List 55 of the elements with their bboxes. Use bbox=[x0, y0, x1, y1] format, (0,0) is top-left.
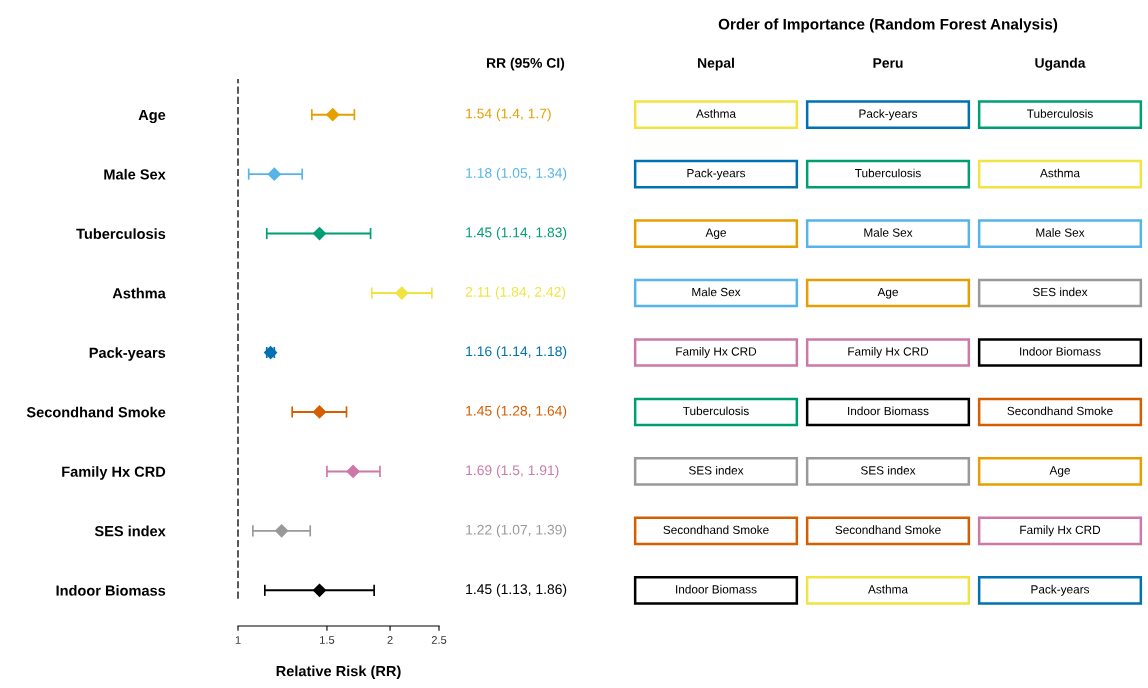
text: Secondhand Smoke bbox=[835, 525, 941, 535]
y-tick-label: Family Hx CRD bbox=[62, 466, 166, 480]
text: Age bbox=[705, 228, 726, 240]
text: SES index bbox=[860, 465, 916, 475]
x-tick-label: 2 bbox=[387, 636, 393, 644]
text: Pack-years bbox=[859, 109, 918, 121]
text: Male Sex bbox=[864, 228, 913, 237]
x-tick-label: 2.5 bbox=[431, 636, 447, 644]
text: Family Hx CRD bbox=[848, 347, 929, 358]
y-tick-label: Indoor Biomass bbox=[56, 585, 166, 596]
text: SES index bbox=[1032, 287, 1088, 297]
x-axis-title: Relative Risk (RR) bbox=[276, 665, 401, 680]
y-tick-label: Pack-years bbox=[89, 347, 166, 361]
text: 1.18 (1.05, 1.34) bbox=[466, 167, 567, 181]
text: 1.22 (1.07, 1.39) bbox=[466, 524, 567, 538]
text: Pack-years bbox=[1031, 584, 1090, 596]
y-tick-label: Secondhand Smoke bbox=[26, 406, 166, 418]
text: Asthma bbox=[696, 109, 737, 118]
text: 1.54 (1.4, 1.7) bbox=[466, 108, 551, 122]
text: Age bbox=[1049, 466, 1070, 477]
text: Indoor Biomass bbox=[676, 584, 757, 594]
text: Tuberculosis bbox=[683, 406, 749, 416]
text: 1.45 (1.28, 1.64) bbox=[466, 405, 567, 419]
text: Family Hx CRD bbox=[1020, 525, 1101, 537]
text: Secondhand Smoke bbox=[1007, 406, 1113, 416]
text: Order of Importance (Random Forest Analysis) bbox=[718, 18, 1058, 33]
text: Male Sex bbox=[692, 287, 741, 297]
text: Tuberculosis bbox=[1027, 109, 1093, 118]
text: Family Hx CRD bbox=[676, 347, 757, 358]
text: Age bbox=[877, 287, 898, 299]
y-tick-label: Male Sex bbox=[104, 168, 166, 180]
text: Asthma bbox=[1040, 168, 1081, 178]
text: 2.11 (1.84, 2.42) bbox=[465, 286, 566, 300]
category-label: Peru bbox=[873, 58, 903, 68]
y-tick-label: SES index bbox=[94, 525, 166, 537]
text: 1.45 (1.13, 1.86) bbox=[466, 583, 567, 597]
category-label: Uganda bbox=[1035, 57, 1086, 71]
text: RR (95% CI) bbox=[487, 57, 565, 71]
x-tick-label: 1.5 bbox=[320, 636, 335, 644]
text: Indoor Biomass bbox=[1020, 347, 1101, 356]
text: Asthma bbox=[868, 584, 909, 594]
text: 1.45 (1.14, 1.83) bbox=[466, 227, 567, 241]
text: 1.69 (1.5, 1.91) bbox=[466, 464, 559, 478]
x-tick-label: 1 bbox=[235, 636, 241, 644]
category-label: Nepal bbox=[698, 57, 734, 71]
text: Male Sex bbox=[1036, 228, 1085, 237]
text: Tuberculosis bbox=[855, 168, 921, 178]
text: SES index bbox=[688, 465, 744, 475]
y-tick-label: Asthma bbox=[112, 287, 166, 299]
text: Indoor Biomass bbox=[848, 406, 929, 416]
text: 1.16 (1.14, 1.18) bbox=[466, 346, 567, 359]
text: Secondhand Smoke bbox=[663, 525, 769, 535]
text: Pack-years bbox=[687, 168, 746, 180]
y-tick-label: Tuberculosis bbox=[76, 228, 166, 240]
y-tick-label: Age bbox=[138, 109, 166, 124]
